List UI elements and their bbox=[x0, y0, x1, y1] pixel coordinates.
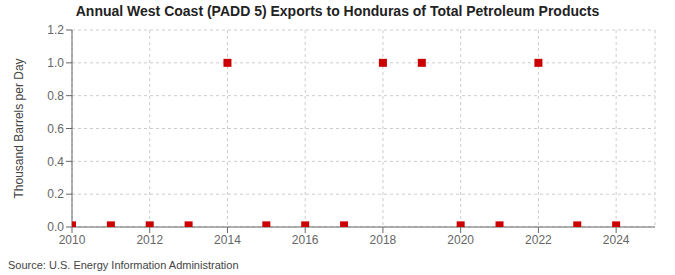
svg-text:0.6: 0.6 bbox=[47, 122, 64, 136]
svg-text:Thousand Barrels per Day: Thousand Barrels per Day bbox=[12, 58, 26, 198]
html-text:Source: U.S. Energy Informatio: Source: U.S. Energy Information Administ… bbox=[8, 259, 239, 271]
svg-text:2016: 2016 bbox=[292, 233, 319, 247]
html-text:Annual West Coast (PADD 5) Exp: Annual West Coast (PADD 5) Exports to Ho… bbox=[75, 3, 600, 19]
svg-text:2020: 2020 bbox=[447, 233, 474, 247]
svg-text:1.0: 1.0 bbox=[47, 56, 64, 70]
svg-text:2014: 2014 bbox=[214, 233, 241, 247]
svg-text:0.4: 0.4 bbox=[47, 155, 64, 169]
svg-text:2022: 2022 bbox=[525, 233, 552, 247]
svg-text:2012: 2012 bbox=[136, 233, 163, 247]
svg-text:1.2: 1.2 bbox=[47, 23, 64, 37]
svg-text:2010: 2010 bbox=[59, 233, 86, 247]
svg-text:2024: 2024 bbox=[603, 233, 630, 247]
svg-text:0.8: 0.8 bbox=[47, 89, 64, 103]
svg-text:0.0: 0.0 bbox=[47, 220, 64, 234]
svg-text:0.2: 0.2 bbox=[47, 187, 64, 201]
svg-text:2018: 2018 bbox=[370, 233, 397, 247]
